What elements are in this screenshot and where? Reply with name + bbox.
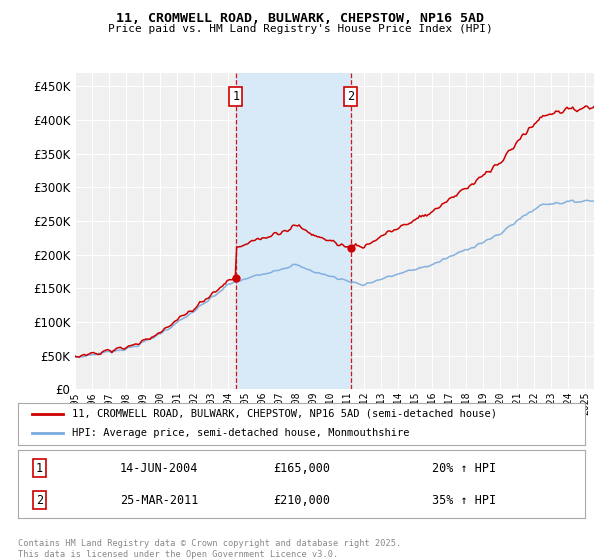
- Text: 25-MAR-2011: 25-MAR-2011: [120, 494, 199, 507]
- Text: 11, CROMWELL ROAD, BULWARK, CHEPSTOW, NP16 5AD (semi-detached house): 11, CROMWELL ROAD, BULWARK, CHEPSTOW, NP…: [72, 409, 497, 419]
- Text: 11, CROMWELL ROAD, BULWARK, CHEPSTOW, NP16 5AD: 11, CROMWELL ROAD, BULWARK, CHEPSTOW, NP…: [116, 12, 484, 25]
- Text: 20% ↑ HPI: 20% ↑ HPI: [432, 461, 496, 475]
- Text: £210,000: £210,000: [273, 494, 330, 507]
- Text: 1: 1: [36, 461, 43, 475]
- Text: £165,000: £165,000: [273, 461, 330, 475]
- Text: Contains HM Land Registry data © Crown copyright and database right 2025.
This d: Contains HM Land Registry data © Crown c…: [18, 539, 401, 559]
- Text: 2: 2: [347, 90, 355, 103]
- Text: 35% ↑ HPI: 35% ↑ HPI: [432, 494, 496, 507]
- Text: 2: 2: [36, 494, 43, 507]
- Text: 14-JUN-2004: 14-JUN-2004: [120, 461, 199, 475]
- Text: Price paid vs. HM Land Registry's House Price Index (HPI): Price paid vs. HM Land Registry's House …: [107, 24, 493, 34]
- Text: 1: 1: [232, 90, 239, 103]
- Text: HPI: Average price, semi-detached house, Monmouthshire: HPI: Average price, semi-detached house,…: [72, 428, 409, 438]
- Bar: [236, 73, 351, 389]
